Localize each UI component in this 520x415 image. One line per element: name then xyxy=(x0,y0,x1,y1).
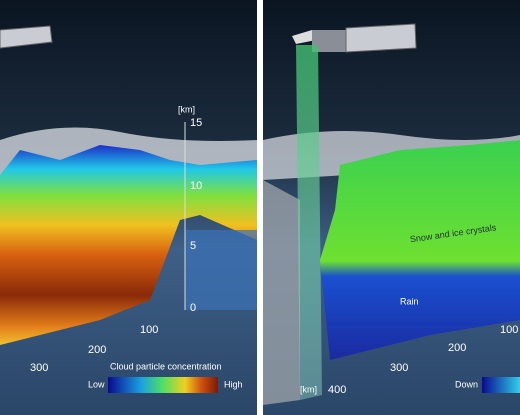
left-panel: [km] 15 10 5 0 100 200 300 Cloud particl… xyxy=(0,0,257,415)
legend-title: Cloud particle concentration xyxy=(110,361,222,371)
height-tick: 10 xyxy=(190,180,202,192)
radar-beam xyxy=(296,45,322,400)
legend-low: Down xyxy=(455,379,478,389)
height-tick: 15 xyxy=(190,117,202,129)
radar-curtain xyxy=(0,145,257,345)
distance-tick: 100 xyxy=(140,324,158,336)
colorbar xyxy=(108,377,218,393)
distance-tick: 100 xyxy=(500,324,518,336)
satellite xyxy=(0,25,53,49)
height-tick: 0 xyxy=(190,302,196,314)
distance-unit: [km] xyxy=(300,384,317,394)
distance-tick: 200 xyxy=(448,342,466,354)
doppler-curtain xyxy=(320,140,520,360)
colorbar xyxy=(482,377,520,393)
distance-tick: 300 xyxy=(390,362,408,374)
height-tick: 5 xyxy=(190,240,196,252)
height-unit: [km] xyxy=(178,104,195,114)
legend-high: High xyxy=(224,379,243,389)
distance-tick: 200 xyxy=(88,344,106,356)
satellite xyxy=(292,23,417,53)
rain-label: Rain xyxy=(400,296,419,306)
distance-tick: 400 xyxy=(328,384,346,396)
right-panel: Snow and ice crystals Rain [km] 400 300 … xyxy=(263,0,520,415)
distance-tick: 300 xyxy=(30,362,48,374)
legend-low: Low xyxy=(88,379,105,389)
cloud-wall xyxy=(263,180,300,405)
ground xyxy=(185,230,257,310)
